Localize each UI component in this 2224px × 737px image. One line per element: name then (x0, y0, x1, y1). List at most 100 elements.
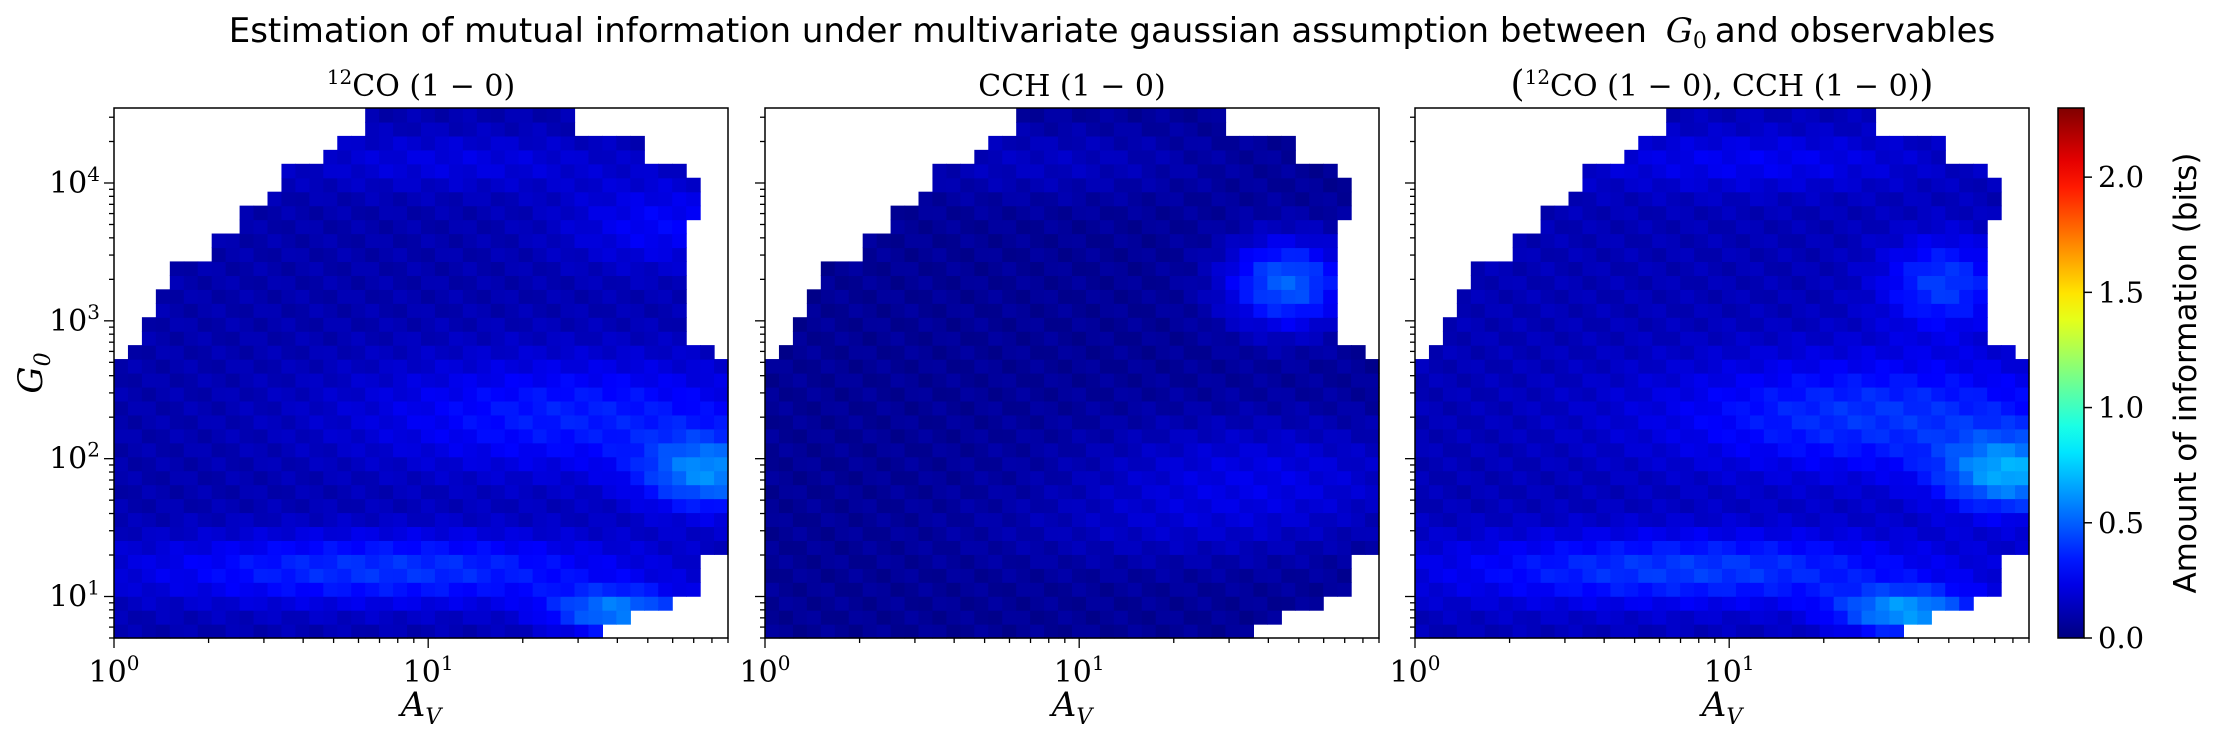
heatmap-cell (281, 512, 296, 528)
heatmap-cell (1903, 554, 1918, 569)
heatmap-cell (1694, 219, 1709, 235)
heatmap-cell (309, 233, 324, 249)
heatmap-cell (1875, 596, 1891, 611)
heatmap-cell (1875, 177, 1891, 193)
heatmap-cell (714, 442, 729, 458)
heatmap-cell (1666, 149, 1681, 165)
heatmap-cell (1554, 233, 1570, 249)
heatmap-cell (1791, 610, 1807, 625)
heatmap-cell (890, 470, 906, 486)
heatmap-cell (560, 624, 576, 639)
heatmap-cell (1030, 512, 1045, 528)
heatmap-cell (1624, 582, 1639, 597)
heatmap-cell (1694, 582, 1709, 597)
heatmap-cell (1973, 191, 1988, 207)
heatmap-cell (1365, 526, 1380, 541)
heatmap-cell (1470, 582, 1486, 597)
heatmap-cell (1484, 554, 1500, 569)
heatmap-cell (1638, 247, 1653, 263)
heatmap-cell (239, 359, 255, 374)
heatmap-cell (988, 331, 1003, 346)
heatmap-cell (1211, 498, 1227, 514)
heatmap-cell (197, 359, 213, 374)
heatmap-cell (1239, 289, 1254, 304)
heatmap-cell (141, 331, 157, 346)
heatmap-cell (714, 400, 729, 416)
heatmap-cell (532, 205, 548, 221)
heatmap-cell (337, 177, 352, 193)
paren-open: ( (1511, 64, 1525, 105)
heatmap-cell (1694, 400, 1709, 416)
heatmap-cell (574, 135, 590, 151)
heatmap-cell (1945, 163, 1960, 179)
heatmap-cell (462, 512, 478, 528)
heatmap-cell (1295, 317, 1310, 332)
heatmap-cell (1875, 610, 1891, 625)
heatmap-cell (1903, 149, 1918, 165)
heatmap-cell (1030, 568, 1045, 583)
heatmap-cell (532, 400, 548, 416)
heatmap-cell (1197, 624, 1213, 639)
heatmap-cell (1337, 345, 1352, 360)
heatmap-cell (1610, 400, 1625, 416)
heatmap-cell (239, 498, 255, 514)
heatmap-cell (421, 289, 436, 304)
heatmap-cell (1127, 331, 1143, 346)
heatmap-cell (1512, 414, 1528, 430)
heatmap-cell (806, 414, 822, 430)
heatmap-cell (672, 331, 687, 346)
heatmap-cell (1415, 400, 1430, 416)
heatmap-cell (434, 498, 450, 514)
heatmap-cell (155, 289, 171, 304)
heatmap-cell (602, 373, 617, 388)
heatmap-cell (1281, 400, 1296, 416)
heatmap-cell (820, 512, 836, 528)
heatmap-cell (1351, 428, 1366, 444)
heatmap-cell (588, 275, 603, 290)
heatmap-cell (1624, 428, 1639, 444)
heatmap-cell (932, 498, 947, 514)
heatmap-cell (1875, 233, 1891, 249)
heatmap-cell (1861, 386, 1877, 402)
heatmap-cell (1141, 121, 1157, 137)
heatmap-cell (504, 219, 520, 235)
heatmap-cell (309, 373, 324, 388)
heatmap-cell (1295, 275, 1310, 290)
heatmap-cell (518, 289, 534, 304)
colorbar-tick-label: 1.0 (2098, 391, 2144, 425)
heatmap-cell (407, 610, 422, 625)
heatmap-cell (309, 191, 324, 207)
heatmap-cell (1987, 373, 2002, 388)
heatmap-cell (211, 568, 227, 583)
heatmap-cell (1596, 596, 1611, 611)
heatmap-cell (630, 345, 645, 360)
heatmap-cell (1875, 317, 1891, 332)
heatmap-cell (1680, 498, 1695, 514)
heatmap-cell (1708, 359, 1723, 374)
heatmap-cell (1428, 386, 1444, 402)
heatmap-cell (1197, 261, 1213, 276)
heatmap-cell (490, 470, 506, 486)
heatmap-cell (365, 191, 380, 207)
heatmap-cell (1861, 554, 1877, 569)
heatmap-cell (1596, 484, 1611, 500)
heatmap-cell (946, 373, 961, 388)
heatmap-cell (1582, 247, 1597, 263)
heatmap-cell (1113, 247, 1129, 263)
heatmap-cell (1917, 191, 1932, 207)
x-tick-label: 101 (1054, 651, 1105, 690)
heatmap-cell (1819, 442, 1835, 458)
heatmap-cell (1183, 582, 1199, 597)
heatmap-cell (323, 359, 338, 374)
heatmap-cell (862, 484, 878, 500)
heatmap-cell (904, 624, 920, 639)
heatmap-cell (1540, 456, 1556, 472)
heatmap-cell (700, 373, 715, 388)
heatmap-cell (1917, 247, 1932, 263)
heatmap-cell (1708, 289, 1723, 304)
heatmap-cell (1833, 261, 1849, 276)
heatmap-cell (1652, 512, 1667, 528)
heatmap-cell (1959, 540, 1974, 555)
heatmap-cell (1917, 275, 1932, 290)
axes-frame (1414, 107, 2030, 639)
